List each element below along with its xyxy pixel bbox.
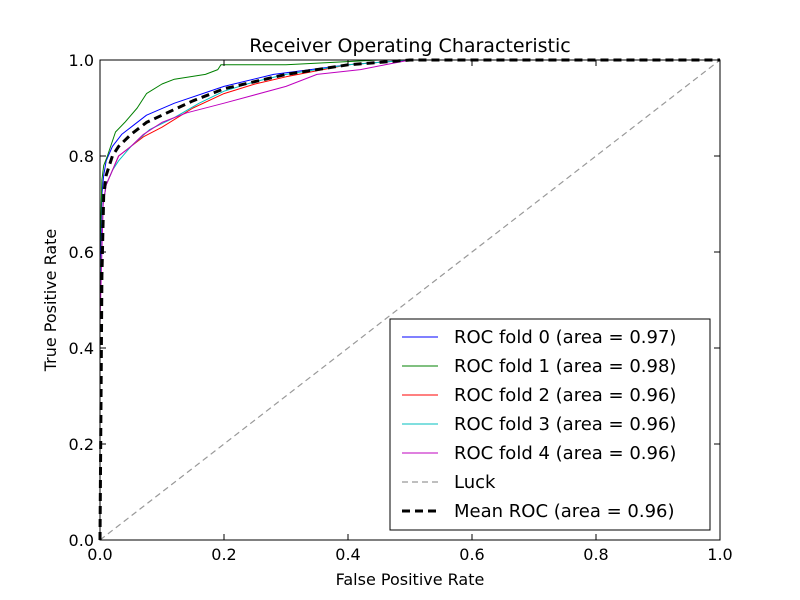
chart-title: Receiver Operating Characteristic <box>249 35 570 57</box>
legend: ROC fold 0 (area = 0.97) ROC fold 1 (area… <box>389 318 711 531</box>
y-tick-label: 1.0 <box>69 51 94 70</box>
y-tick-label: 0.2 <box>69 435 94 454</box>
x-tick-label: 1.0 <box>707 545 732 564</box>
legend-label-mean-roc-area-0-96: Mean ROC (area = 0.96) <box>454 501 675 522</box>
y-tick-label: 0.8 <box>69 147 94 166</box>
series-line-roc-fold-0-area-0-97 <box>99 59 720 540</box>
x-tick-label: 0.6 <box>459 545 484 564</box>
legend-label-roc-fold-0-area-0-97: ROC fold 0 (area = 0.97) <box>454 327 676 348</box>
series-line-mean-roc-area-0-96 <box>98 58 720 541</box>
legend-box <box>389 318 711 531</box>
legend-label-roc-fold-4-area-0-96: ROC fold 4 (area = 0.96) <box>454 443 676 464</box>
legend-label-luck: Luck <box>454 472 496 493</box>
x-tick-label: 0.0 <box>87 545 112 564</box>
x-tick-label: 0.4 <box>335 545 360 564</box>
x-tick-label: 0.8 <box>583 545 608 564</box>
series-line-roc-fold-4-area-0-96 <box>99 59 720 540</box>
y-axis-label: True Positive Rate <box>41 229 60 373</box>
plot-area <box>98 58 721 541</box>
x-tick-label: 0.2 <box>211 545 236 564</box>
x-axis-label: False Positive Rate <box>336 570 485 589</box>
legend-label-roc-fold-2-area-0-96: ROC fold 2 (area = 0.96) <box>454 385 676 406</box>
legend-label-roc-fold-1-area-0-98: ROC fold 1 (area = 0.98) <box>454 356 676 377</box>
series-line-luck <box>99 59 721 541</box>
axes-frame <box>99 59 721 541</box>
y-tick-label: 0.4 <box>69 339 94 358</box>
legend-label-roc-fold-3-area-0-96: ROC fold 3 (area = 0.96) <box>454 414 676 435</box>
series-line-roc-fold-1-area-0-98 <box>99 59 720 540</box>
y-tick-label: 0.0 <box>69 531 94 550</box>
y-tick-label: 0.6 <box>69 243 94 262</box>
axis-ticks: 0.0 0.2 0.4 0.6 0.8 1.0 0.0 0.2 0.4 0.6 0.8 1.0 <box>69 51 733 564</box>
